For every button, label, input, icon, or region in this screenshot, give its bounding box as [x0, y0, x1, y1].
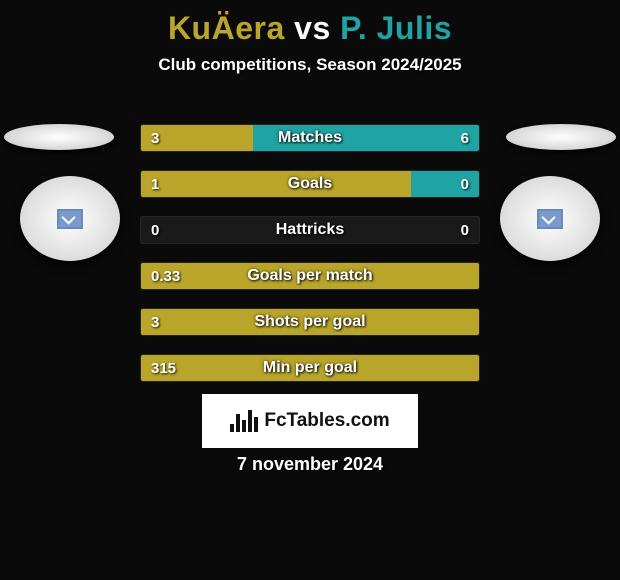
comparison-title: KuÄera vs P. Julis [0, 0, 620, 47]
player2-club-badge [500, 176, 600, 261]
stat-left-fill [141, 171, 411, 197]
stat-row: 0.33Goals per match [140, 262, 480, 290]
subtitle: Club competitions, Season 2024/2025 [0, 55, 620, 75]
comparison-bars: 36Matches 10Goals 0 0Hattricks 0.33Goals per… [140, 124, 480, 400]
player2-name: P. Julis [340, 10, 452, 46]
stat-right-value: 0 [461, 217, 469, 243]
player1-club-badge [20, 176, 120, 261]
stat-row: 0 0Hattricks [140, 216, 480, 244]
stat-right-fill [253, 125, 479, 151]
shield-icon [57, 209, 83, 229]
footer-date: 7 november 2024 [0, 454, 620, 475]
stat-left-fill [141, 125, 253, 151]
player1-avatar-ellipse [4, 124, 114, 150]
stat-row: 36Matches [140, 124, 480, 152]
vs-text: vs [294, 10, 331, 46]
brand-badge: FcTables.com [202, 394, 418, 448]
player2-avatar-ellipse [506, 124, 616, 150]
player1-name: KuÄera [168, 10, 285, 46]
stat-left-fill [141, 309, 479, 335]
stat-row: 315Min per goal [140, 354, 480, 382]
brand-text: FcTables.com [264, 410, 389, 432]
stat-left-value: 0 [151, 217, 159, 243]
stat-left-fill [141, 263, 479, 289]
stat-row: 10Goals [140, 170, 480, 198]
stat-row: 3Shots per goal [140, 308, 480, 336]
stat-right-fill [411, 171, 479, 197]
stat-label: Hattricks [141, 217, 479, 243]
shield-icon [537, 209, 563, 229]
bar-chart-icon [230, 410, 258, 432]
stat-left-fill [141, 355, 479, 381]
